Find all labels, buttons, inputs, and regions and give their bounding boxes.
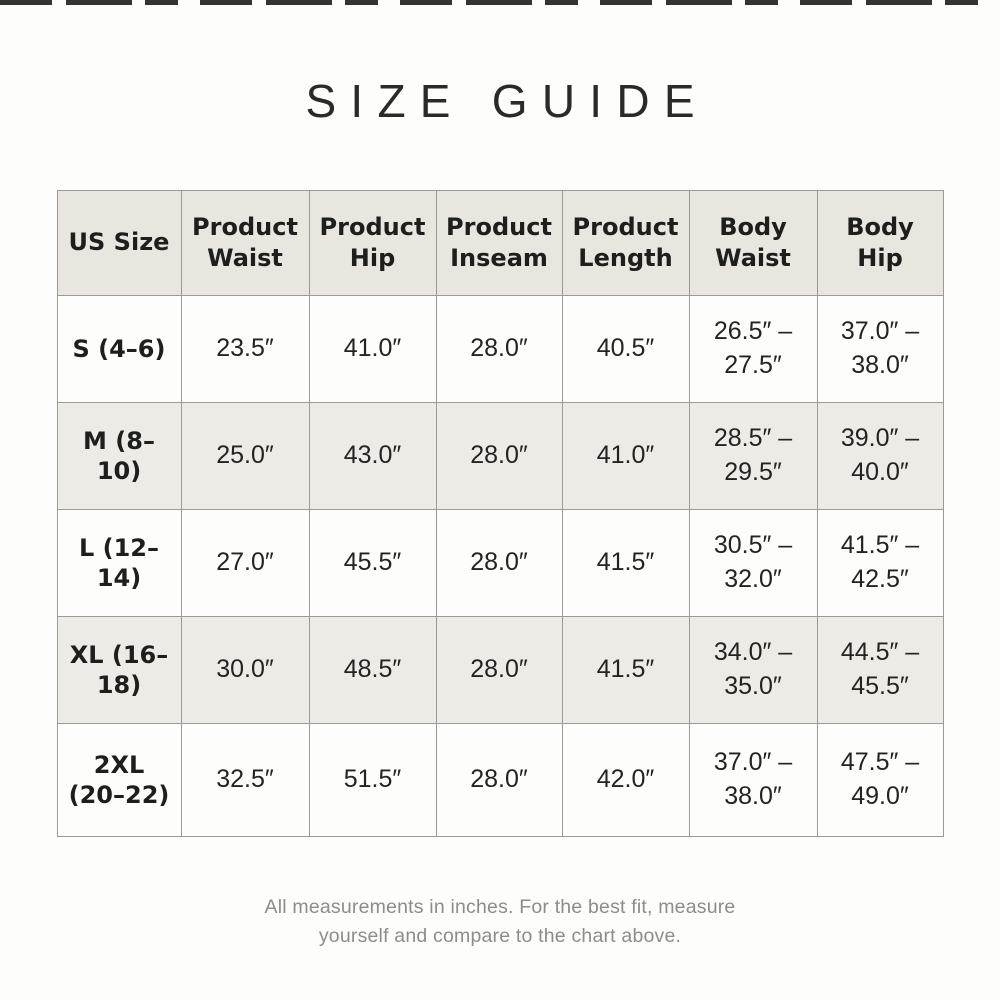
measurement-cell: 40.5″ xyxy=(561,295,690,403)
size-cell: XL (16–18) xyxy=(56,616,182,724)
measurement-cell: 26.5″ – 27.5″ xyxy=(688,295,818,403)
measurement-cell: 28.0″ xyxy=(435,509,563,617)
measurement-cell: 45.5″ xyxy=(308,509,437,617)
measurement-cell: 41.5″ xyxy=(561,616,690,724)
table-row: S (4–6) 23.5″ 41.0″ 28.0″ 40.5″ 26.5″ – 27.5… xyxy=(56,295,944,403)
table-row: M (8–10) 25.0″ 43.0″ 28.0″ 41.0″ 28.5″ – 29.… xyxy=(56,402,944,510)
measurement-cell: 28.0″ xyxy=(435,616,563,724)
size-guide-table: US Size Product Waist Product Hip Product I… xyxy=(56,190,944,837)
top-crop-artifact xyxy=(0,0,1000,5)
measurement-cell: 25.0″ xyxy=(180,402,310,510)
size-cell: 2XL (20–22) xyxy=(56,723,182,837)
measurement-cell: 51.5″ xyxy=(308,723,437,837)
size-cell: M (8–10) xyxy=(56,402,182,510)
column-header: Product Hip xyxy=(308,190,437,296)
column-header: US Size xyxy=(56,190,182,296)
table-row: XL (16–18) 30.0″ 48.5″ 28.0″ 41.5″ 34.0″ – 3… xyxy=(56,616,944,724)
column-header: Product Waist xyxy=(180,190,310,296)
measurement-cell: 28.0″ xyxy=(435,402,563,510)
measurement-cell: 28.0″ xyxy=(435,295,563,403)
measurement-cell: 41.5″ – 42.5″ xyxy=(816,509,944,617)
measurement-cell: 39.0″ – 40.0″ xyxy=(816,402,944,510)
measurement-cell: 43.0″ xyxy=(308,402,437,510)
measurement-cell: 47.5″ – 49.0″ xyxy=(816,723,944,837)
measurement-cell: 30.0″ xyxy=(180,616,310,724)
measurement-cell: 41.5″ xyxy=(561,509,690,617)
measurement-cell: 28.0″ xyxy=(435,723,563,837)
table-row: 2XL (20–22) 32.5″ 51.5″ 28.0″ 42.0″ 37.0″ – … xyxy=(56,723,944,837)
column-header: Product Inseam xyxy=(435,190,563,296)
table-row: L (12–14) 27.0″ 45.5″ 28.0″ 41.5″ 30.5″ – 32… xyxy=(56,509,944,617)
measurement-cell: 32.5″ xyxy=(180,723,310,837)
measurement-cell: 30.5″ – 32.0″ xyxy=(688,509,818,617)
table-header-row: US Size Product Waist Product Hip Product I… xyxy=(56,190,944,296)
measurement-cell: 41.0″ xyxy=(308,295,437,403)
column-header: Body Waist xyxy=(688,190,818,296)
measurement-cell: 23.5″ xyxy=(180,295,310,403)
size-cell: L (12–14) xyxy=(56,509,182,617)
measurement-cell: 42.0″ xyxy=(561,723,690,837)
measurement-cell: 41.0″ xyxy=(561,402,690,510)
size-cell: S (4–6) xyxy=(56,295,182,403)
measurement-cell: 37.0″ – 38.0″ xyxy=(688,723,818,837)
measurement-cell: 28.5″ – 29.5″ xyxy=(688,402,818,510)
measurement-cell: 44.5″ – 45.5″ xyxy=(816,616,944,724)
column-header: Body Hip xyxy=(816,190,944,296)
measurement-cell: 27.0″ xyxy=(180,509,310,617)
page-title: SIZE GUIDE xyxy=(305,75,709,127)
footnote-text: All measurements in inches. For the best… xyxy=(264,896,736,948)
table-body: S (4–6) 23.5″ 41.0″ 28.0″ 40.5″ 26.5″ – 27.5… xyxy=(56,295,944,837)
measurement-cell: 37.0″ – 38.0″ xyxy=(816,295,944,403)
measurement-cell: 34.0″ – 35.0″ xyxy=(688,616,818,724)
column-header: Product Length xyxy=(561,190,690,296)
measurement-cell: 48.5″ xyxy=(308,616,437,724)
